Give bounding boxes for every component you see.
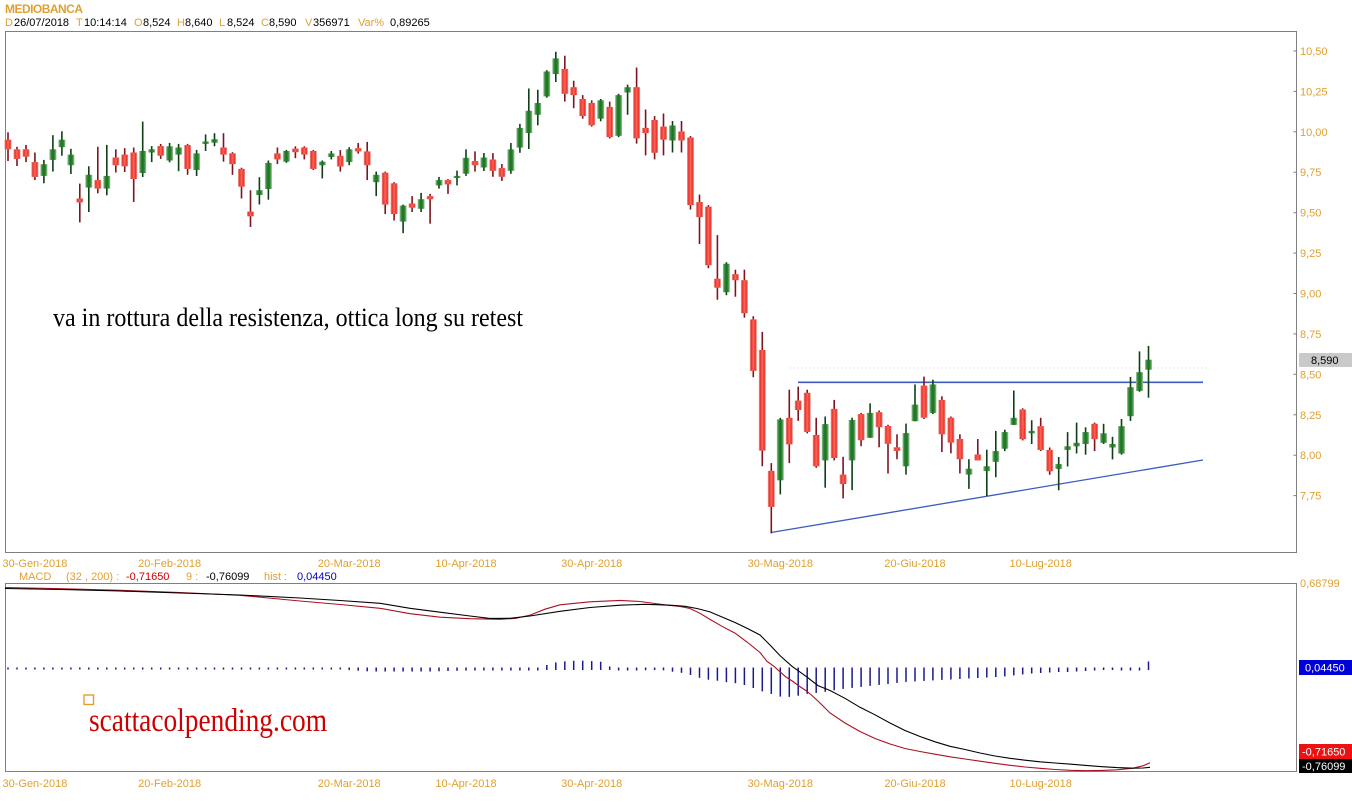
svg-text:356971: 356971 xyxy=(313,17,350,29)
svg-text:8,590: 8,590 xyxy=(1311,355,1339,367)
svg-text:30-Apr-2018: 30-Apr-2018 xyxy=(561,558,622,570)
svg-text:7,75: 7,75 xyxy=(1300,491,1321,503)
svg-text:30-Mag-2018: 30-Mag-2018 xyxy=(748,778,813,790)
svg-text:MACD: MACD xyxy=(19,571,51,583)
svg-text:-0,76099: -0,76099 xyxy=(206,571,249,583)
svg-text:scattacolpending.com: scattacolpending.com xyxy=(89,703,327,739)
svg-text:10-Lug-2018: 10-Lug-2018 xyxy=(1010,778,1072,790)
svg-text:30-Gen-2018: 30-Gen-2018 xyxy=(2,778,67,790)
svg-text:10-Apr-2018: 10-Apr-2018 xyxy=(435,558,496,570)
svg-text:9,00: 9,00 xyxy=(1300,289,1321,301)
svg-text:V: V xyxy=(305,17,313,29)
svg-text:20-Feb-2018: 20-Feb-2018 xyxy=(138,558,201,570)
svg-text:8,00: 8,00 xyxy=(1300,450,1321,462)
svg-text:8,524: 8,524 xyxy=(143,17,171,29)
svg-text:8,50: 8,50 xyxy=(1300,369,1321,381)
svg-text:-0,71650: -0,71650 xyxy=(1302,747,1345,759)
svg-text:T: T xyxy=(76,17,83,29)
svg-text:0,04450: 0,04450 xyxy=(297,571,337,583)
svg-text:10,25: 10,25 xyxy=(1300,86,1328,98)
svg-text:0,68799: 0,68799 xyxy=(1300,578,1340,590)
svg-text:C: C xyxy=(261,17,269,29)
svg-text:8,590: 8,590 xyxy=(269,17,297,29)
svg-text:L: L xyxy=(219,17,225,29)
svg-text:10,50: 10,50 xyxy=(1300,46,1328,58)
svg-text:(32 , 200) :: (32 , 200) : xyxy=(66,571,119,583)
svg-text:O: O xyxy=(134,17,143,29)
svg-text:10-Lug-2018: 10-Lug-2018 xyxy=(1010,558,1072,570)
svg-text:0,04450: 0,04450 xyxy=(1305,663,1345,675)
svg-text:8,25: 8,25 xyxy=(1300,410,1321,422)
svg-text:26/07/2018: 26/07/2018 xyxy=(14,17,69,29)
svg-text:20-Giu-2018: 20-Giu-2018 xyxy=(884,558,945,570)
svg-text:30-Mag-2018: 30-Mag-2018 xyxy=(748,558,813,570)
svg-text:10-Apr-2018: 10-Apr-2018 xyxy=(435,778,496,790)
svg-text:20-Feb-2018: 20-Feb-2018 xyxy=(138,778,201,790)
svg-text:D: D xyxy=(5,17,13,29)
svg-text:0,89265: 0,89265 xyxy=(390,17,430,29)
svg-text:9,50: 9,50 xyxy=(1300,208,1321,220)
svg-text:9,25: 9,25 xyxy=(1300,248,1321,260)
svg-text:30-Gen-2018: 30-Gen-2018 xyxy=(2,558,67,570)
svg-text:10,00: 10,00 xyxy=(1300,127,1328,139)
svg-text:10:14:14: 10:14:14 xyxy=(84,17,127,29)
svg-text:-0,76099: -0,76099 xyxy=(1302,761,1345,773)
svg-text:8,524: 8,524 xyxy=(227,17,255,29)
svg-text:hist :: hist : xyxy=(264,571,287,583)
svg-text:20-Giu-2018: 20-Giu-2018 xyxy=(884,778,945,790)
svg-text:20-Mar-2018: 20-Mar-2018 xyxy=(318,778,381,790)
svg-text:H: H xyxy=(177,17,185,29)
svg-text:30-Apr-2018: 30-Apr-2018 xyxy=(561,778,622,790)
svg-text:8,640: 8,640 xyxy=(185,17,213,29)
svg-text:-0,71650: -0,71650 xyxy=(126,571,169,583)
svg-text:8,75: 8,75 xyxy=(1300,329,1321,341)
svg-text:va in rottura della resistenza: va in rottura della resistenza, ottica l… xyxy=(53,303,524,332)
svg-text:Var%: Var% xyxy=(358,17,384,29)
svg-text:MEDIOBANCA: MEDIOBANCA xyxy=(5,2,83,16)
svg-text:20-Mar-2018: 20-Mar-2018 xyxy=(318,558,381,570)
svg-text:9 :: 9 : xyxy=(186,571,198,583)
svg-text:9,75: 9,75 xyxy=(1300,167,1321,179)
